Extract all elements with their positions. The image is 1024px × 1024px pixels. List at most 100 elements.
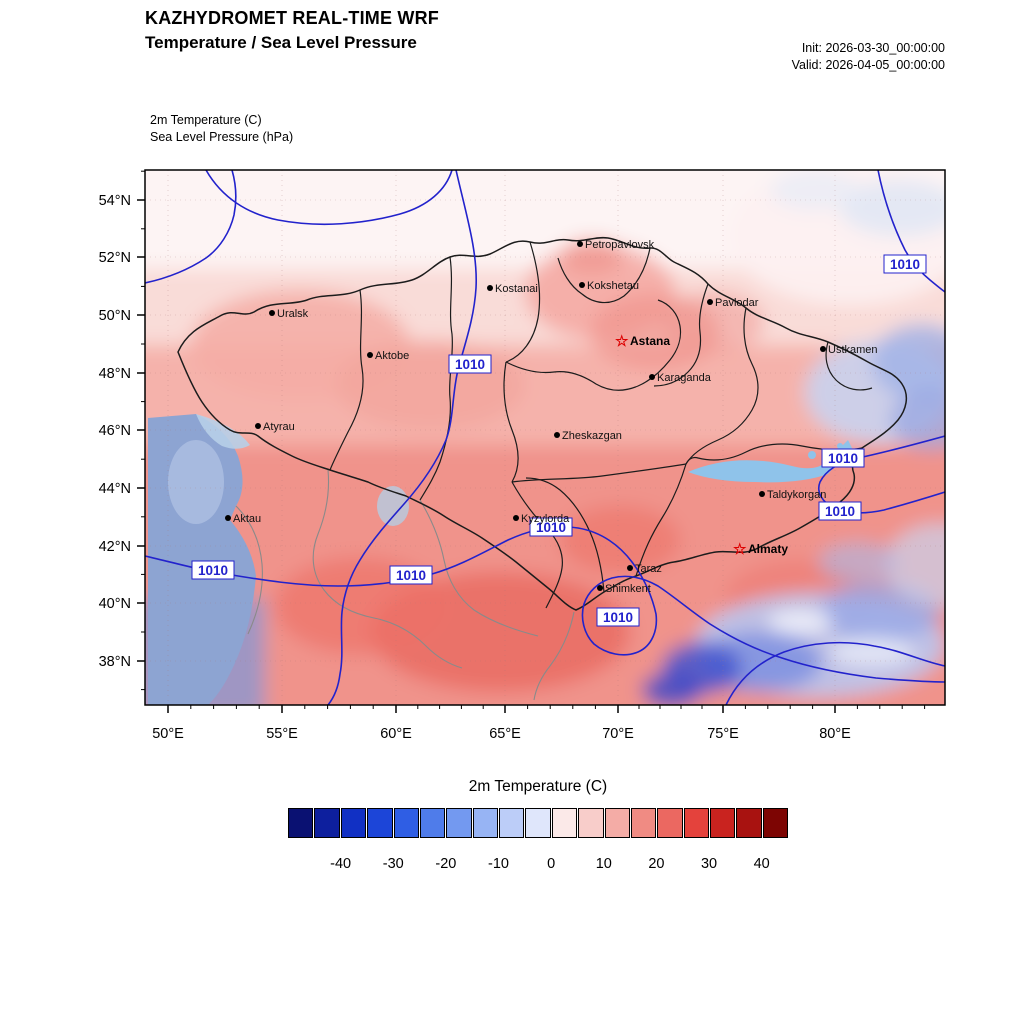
city-label: Uralsk (277, 308, 309, 320)
small-lake (808, 451, 816, 459)
city-marker (487, 285, 493, 291)
pressure-label: 1010 (198, 563, 228, 578)
colorbar-tick-label: 30 (700, 856, 718, 872)
lat-tick-label: 48°N (99, 366, 131, 382)
layer-labels: 2m Temperature (C) Sea Level Pressure (h… (150, 112, 293, 146)
lat-tick-label: 54°N (99, 193, 131, 209)
city-marker (513, 515, 519, 521)
colorbar-cell (657, 808, 683, 838)
city-marker (627, 565, 633, 571)
city-label: Atyrau (263, 421, 295, 433)
colorbar-cell (710, 808, 736, 838)
colorbar-tick-label: 20 (648, 856, 665, 872)
city-marker (269, 310, 275, 316)
map-body: 1010 1010 1010 1010 1010 1010 1010 1010 (145, 170, 945, 705)
pressure-label: 1010 (455, 357, 485, 372)
colorbar (288, 808, 789, 838)
colorbar-cell (340, 808, 367, 838)
city-marker (255, 423, 261, 429)
pressure-label: 1010 (536, 520, 566, 535)
lon-tick-label: 55°E (266, 726, 298, 742)
colorbar-title: 2m Temperature (C) (468, 778, 608, 795)
pressure-label: 1010 (890, 257, 920, 272)
city-marker (579, 282, 585, 288)
pressure-label: 1010 (828, 451, 858, 466)
pressure-label-box (596, 607, 640, 627)
lat-tick-label: 52°N (99, 250, 131, 266)
run-times: Init: 2026-03-30_00:00:00 Valid: 2026-04… (792, 40, 945, 74)
city-marker (649, 374, 655, 380)
temperature-shading (145, 170, 945, 705)
city-label: Shimkent (605, 583, 651, 595)
caspian-sea-light-patch (168, 440, 224, 524)
city-marker (554, 432, 560, 438)
city-marker (597, 585, 603, 591)
pressure-label: 1010 (396, 568, 426, 583)
city-marker (820, 346, 826, 352)
lat-tick-label: 50°N (99, 308, 131, 324)
colorbar-cell (499, 808, 525, 838)
lat-tick-label: 46°N (99, 423, 131, 439)
init-time: Init: 2026-03-30_00:00:00 (801, 41, 945, 55)
lon-tick-label: 75°E (707, 726, 739, 742)
valid-time: Valid: 2026-04-05_00:00:00 (791, 58, 945, 72)
colorbar-cell (630, 808, 657, 838)
colorbar-cell (367, 808, 393, 838)
lon-tick-label: 70°E (602, 726, 634, 742)
city-label: Kokshetau (587, 280, 639, 292)
colorbar-tick-label: 40 (753, 856, 770, 872)
pressure-label-box (883, 254, 927, 274)
colorbar-cell (472, 808, 498, 838)
city-label: Aktobe (375, 350, 409, 362)
colorbar-tick-label: -20 (435, 856, 457, 872)
lake-balkhash (688, 440, 852, 483)
pressure-label: 1010 (825, 504, 855, 519)
colorbar-cell (762, 808, 789, 838)
colorbar-tick-label: 0 (547, 856, 556, 872)
colorbar-cell (446, 808, 472, 838)
pressure-layer-label: Sea Level Pressure (hPa) (150, 130, 294, 144)
lon-tick-label: 65°E (489, 726, 521, 742)
city-label: Aktau (233, 513, 261, 525)
caspian-north-shallow (196, 414, 250, 449)
temperature-layer-label: 2m Temperature (C) (150, 113, 262, 127)
pressure-label: 1010 (603, 610, 633, 625)
city-label: Pavlodar (715, 297, 759, 309)
city-marker (367, 352, 373, 358)
city-label: Taldykorgan (767, 489, 826, 501)
colorbar-cell (683, 808, 709, 838)
colorbar-tick-label: -10 (488, 856, 509, 872)
lon-tick-label: 60°E (380, 726, 412, 742)
capital-star-icon: ☆ (615, 333, 629, 350)
colorbar-cell (525, 808, 551, 838)
city-label: Zheskazgan (562, 430, 622, 442)
city-marker (759, 491, 765, 497)
city-label: Petropavlovsk (585, 239, 655, 251)
colorbar-cell (393, 808, 419, 838)
lat-tick-label: 44°N (99, 481, 131, 497)
colorbar-cell (578, 808, 604, 838)
colorbar-cell (419, 808, 446, 838)
pressure-label-box (448, 354, 492, 374)
pressure-label-box (389, 565, 433, 585)
lat-tick-label: 42°N (99, 539, 131, 555)
lat-tick-label: 40°N (99, 596, 131, 612)
small-lake (837, 443, 843, 449)
lon-tick-label: 50°E (152, 726, 184, 742)
city-label: Ustkamen (828, 344, 878, 356)
capital-label: Almaty (748, 542, 788, 556)
lon-tick-label: 80°E (819, 726, 851, 742)
colorbar-cell (551, 808, 578, 838)
pressure-label-box (818, 501, 862, 521)
city-marker (577, 241, 583, 247)
page-subtitle: Temperature / Sea Level Pressure (145, 33, 417, 52)
colorbar-tick-label: -40 (330, 856, 352, 872)
city-label: Kostanai (495, 283, 538, 295)
colorbar-ticks: -40 -30 -20 -10 0 10 20 30 40 (288, 844, 788, 872)
map-frame (144, 169, 946, 706)
city-markers: Petropavlovsk Kostanai Kokshetau Pavlodar Ur… (225, 239, 878, 595)
capital-star-icon: ☆ (733, 541, 747, 558)
pressure-label-box (821, 448, 865, 468)
